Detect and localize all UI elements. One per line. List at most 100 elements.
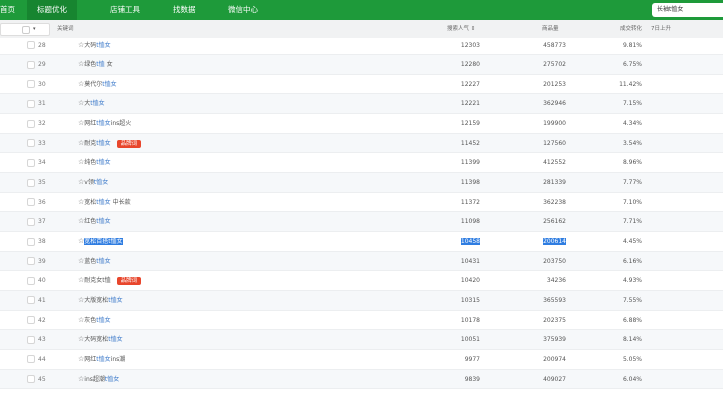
star-icon[interactable]: ☆ [78,315,85,324]
row-checkbox[interactable] [27,355,35,364]
keyword-match[interactable]: t恤女 [96,355,111,363]
nav-wechat-center[interactable]: 微信中心 [228,5,258,14]
keyword-cell: ☆大码t恤女 [78,36,111,56]
row-checkbox[interactable] [27,217,35,226]
keyword-cell: ☆大版宽松t恤女 [78,291,123,311]
row-number: 29 [38,61,46,69]
star-icon[interactable]: ☆ [78,178,85,187]
select-all-dropdown[interactable]: ▾ [0,23,50,36]
star-icon[interactable]: ☆ [78,354,85,363]
row-checkbox[interactable] [27,237,35,246]
keyword-prefix: 大码宽松 [84,336,109,344]
search-popularity-value: 11399 [460,159,480,167]
star-icon[interactable]: ☆ [78,79,85,88]
keyword-match[interactable]: t恤女 [96,139,111,147]
star-icon[interactable]: ☆ [78,197,85,206]
keyword-match[interactable]: t恤 [96,61,105,69]
row-number: 40 [38,277,46,285]
keyword-prefix: 灰色 [84,316,97,324]
nav-shop-tools[interactable]: 店铺工具 [110,5,140,14]
star-icon[interactable]: ☆ [78,295,85,304]
keyword-match[interactable]: t恤女 [96,257,111,265]
nav-title-optimization[interactable]: 标题优化 [27,0,77,20]
conversion-rate: 4.34% [622,120,642,128]
row-checkbox[interactable] [27,276,35,285]
row-checkbox[interactable] [27,119,35,128]
keyword-match[interactable]: 宽松百搭t恤女 [84,238,123,245]
keyword-prefix: 蓝色 [84,257,97,265]
star-icon[interactable]: ☆ [78,99,85,108]
row-number: 39 [38,257,46,265]
table-row: 45 ☆ins超潮t恤女 9839 409027 6.04% [0,369,723,390]
row-checkbox[interactable] [27,178,35,187]
row-checkbox[interactable] [27,296,35,305]
nav-find-data[interactable]: 找数据 [173,5,196,14]
row-checkbox[interactable] [27,316,35,325]
keyword-match[interactable]: t恤女 [93,179,109,187]
keyword-match[interactable]: t恤女 [96,198,111,206]
row-checkbox[interactable] [27,99,35,108]
star-icon[interactable]: ☆ [78,40,85,49]
search-popularity: 11399 [440,153,480,173]
header-keyword: 关键词 [57,26,74,32]
keyword-match[interactable]: t恤女 [96,218,111,226]
conversion-rate: 5.05% [622,355,642,363]
keyword-match[interactable]: t恤女 [90,100,105,108]
star-icon[interactable]: ☆ [78,217,85,226]
conversion-rate: 7.10% [622,198,642,206]
product-count-value: 362238 [543,198,566,206]
row-checkbox[interactable] [27,335,35,344]
search-popularity-value: 12159 [460,120,480,128]
keyword-match[interactable]: t恤女 [96,316,111,324]
row-number: 35 [38,179,46,187]
search-popularity-value: 11452 [460,139,480,147]
row-number: 38 [38,238,46,245]
search-popularity: 12303 [440,36,480,56]
row-checkbox[interactable] [27,41,35,49]
search-input[interactable]: 长袖t恤女 [652,3,723,17]
keyword-match[interactable]: t恤女 [102,80,117,88]
product-count-value: 200974 [543,355,566,363]
conversion-rate: 6.16% [622,257,642,265]
row-checkbox[interactable] [27,60,35,69]
conversion-rate: 7.77% [622,179,642,187]
star-icon[interactable]: ☆ [78,256,85,265]
star-icon[interactable]: ☆ [78,119,85,128]
row-checkbox[interactable] [27,139,35,148]
search-popularity-value: 11372 [460,198,480,206]
star-icon[interactable]: ☆ [78,335,85,344]
keyword-match[interactable]: t恤女 [96,41,111,49]
search-popularity-value: 9839 [464,375,480,383]
keyword-suffix: ins潮 [110,355,126,363]
search-popularity-value: 9977 [464,355,480,363]
header-search-popularity[interactable]: 搜索人气 ⇕ [447,26,476,32]
row-checkbox[interactable] [27,158,35,167]
keyword-match[interactable]: t恤女 [108,336,123,344]
star-icon[interactable]: ☆ [78,374,85,383]
star-icon[interactable]: ☆ [78,276,85,285]
select-all-checkbox[interactable] [22,26,30,34]
keyword-match[interactable]: t恤女 [96,159,111,167]
row-checkbox[interactable] [27,257,35,266]
table-row: 31 ☆大t恤女 12221 362946 7.15% [0,94,723,115]
row-number: 32 [38,120,46,128]
row-checkbox[interactable] [27,375,35,384]
keyword-match[interactable]: t恤女 [96,120,111,128]
keyword-match[interactable]: t恤女 [108,296,123,304]
nav-home[interactable]: 首页 [0,5,15,14]
row-checkbox[interactable] [27,80,35,89]
row-checkbox[interactable] [27,198,35,207]
product-count-value: 200614 [543,238,566,245]
conversion-rate: 8.14% [622,336,642,344]
star-icon[interactable]: ☆ [78,60,85,69]
star-icon[interactable]: ☆ [78,158,85,167]
conversion-rate: 11.42% [619,80,642,88]
search-popularity-value: 12227 [460,80,480,88]
product-count: 281339 [526,173,566,193]
search-popularity-value: 10458 [460,238,480,245]
search-popularity-value: 10431 [460,257,480,265]
keyword-match[interactable]: t恤女 [104,375,120,383]
keyword-cell: ☆蓝色t恤女 [78,252,111,272]
star-icon[interactable]: ☆ [78,138,85,147]
star-icon[interactable]: ☆ [78,237,85,245]
